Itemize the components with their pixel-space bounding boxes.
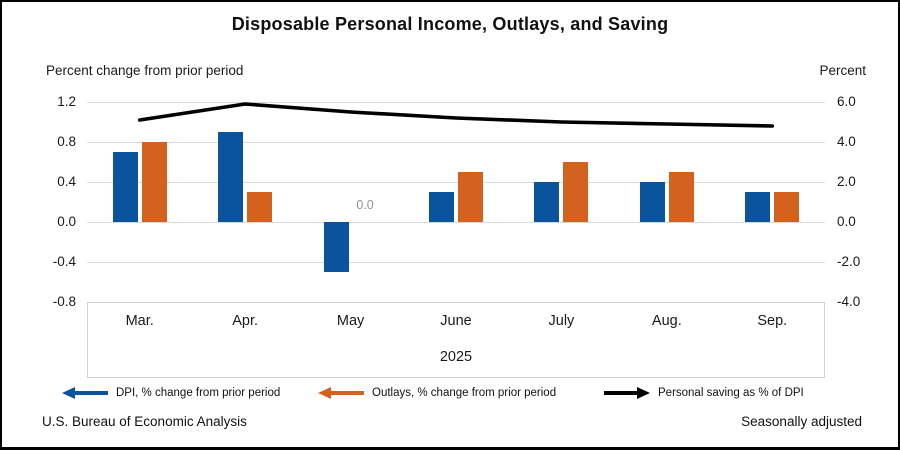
y-axis-tick-right: -2.0 [837, 254, 861, 269]
x-axis-label-july: July [548, 313, 575, 329]
gridline [87, 262, 825, 263]
y-axis-tick-right: 0.0 [837, 214, 856, 229]
x-axis-label-aug: Aug. [651, 313, 682, 329]
gridline [87, 222, 825, 223]
left-arrow-icon [62, 387, 108, 399]
y-axis-tick-right: -4.0 [837, 294, 861, 309]
seasonally-adjusted-text: Seasonally adjusted [741, 414, 862, 429]
legend-item-saving: Personal saving as % of DPI [604, 382, 804, 404]
legend-label-dpi: DPI, % change from prior period [116, 387, 281, 399]
source-text: U.S. Bureau of Economic Analysis [42, 414, 247, 429]
y-axis-tick-left: 0.4 [57, 174, 76, 189]
dpi-bar-july [534, 182, 560, 222]
legend-label-saving: Personal saving as % of DPI [658, 387, 804, 399]
x-axis-label-apr: Apr. [232, 313, 259, 329]
x-axis-label-box [87, 302, 825, 378]
x-axis-label-june: June [440, 313, 472, 329]
dpi-bar-june [429, 192, 454, 222]
x-axis-label-mar: Mar. [125, 313, 154, 329]
outlays-bar-july [563, 162, 589, 222]
dpi-bar-may [323, 222, 349, 272]
left-arrow-icon [318, 387, 364, 399]
right-arrow-icon [604, 387, 650, 399]
x-axis-label-sep: Sep. [757, 313, 788, 329]
legend: DPI, % change from prior period Outlays,… [2, 382, 898, 404]
gridline [87, 142, 825, 143]
zero-value-label: 0.0 [356, 198, 374, 212]
y-axis-tick-left: 1.2 [57, 94, 76, 109]
y-axis-tick-right: 2.0 [837, 174, 856, 189]
legend-item-dpi: DPI, % change from prior period [62, 382, 280, 404]
legend-label-outlays: Outlays, % change from prior period [372, 387, 557, 399]
y-axis-tick-right: 6.0 [837, 94, 856, 109]
y-axis-tick-right: 4.0 [837, 134, 856, 149]
y-axis-tick-left: 0.0 [57, 214, 76, 229]
chart-title: Disposable Personal Income, Outlays, and… [231, 14, 669, 34]
left-axis-caption: Percent change from prior period [46, 63, 244, 78]
dpi-bar-aug [639, 182, 665, 222]
y-axis-tick-left: -0.8 [52, 294, 76, 309]
legend-item-outlays: Outlays, % change from prior period [318, 382, 556, 404]
right-axis-caption: Percent [819, 63, 866, 78]
outlays-bar-sep [774, 192, 800, 222]
outlays-bar-aug [668, 172, 694, 222]
outlays-bar-mar [141, 142, 167, 222]
outlays-bar-apr [247, 192, 273, 222]
x-axis-label-may: May [336, 313, 365, 329]
dpi-bar-mar [112, 152, 138, 222]
gridline [87, 182, 825, 183]
gridline [87, 102, 825, 103]
outlays-bar-june [458, 172, 483, 222]
x-axis-year-label: 2025 [439, 349, 473, 365]
dpi-bar-apr [218, 132, 244, 222]
y-axis-tick-left: -0.4 [52, 254, 76, 269]
dpi-bar-sep [745, 192, 771, 222]
y-axis-tick-left: 0.8 [57, 134, 76, 149]
